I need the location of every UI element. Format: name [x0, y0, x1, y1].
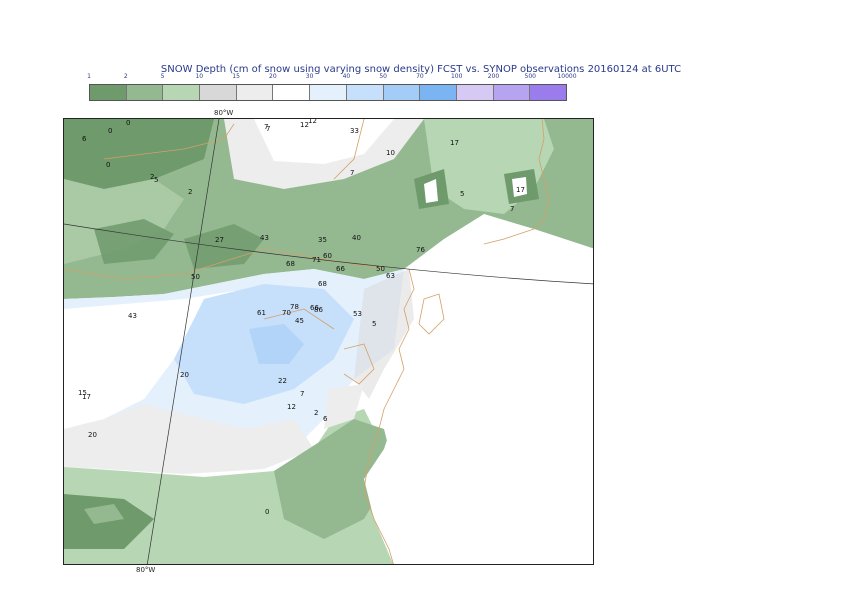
observation-label: 76 — [416, 246, 425, 254]
observation-label: 63 — [386, 272, 395, 280]
observation-label: 86 — [314, 306, 323, 314]
observation-label: 0 — [106, 161, 110, 169]
observation-label: 0 — [126, 119, 130, 127]
observation-label: 12 — [308, 119, 317, 125]
observation-label: 50 — [191, 273, 200, 281]
legend-tick: 2 — [123, 73, 128, 80]
legend-tick: 1 — [87, 73, 91, 80]
observation-label: 7 — [264, 123, 268, 131]
observation-label: 35 — [318, 236, 327, 244]
legend-tick: 20 — [269, 73, 277, 80]
observation-label: 5 — [460, 190, 464, 198]
observation-label: 43 — [128, 312, 137, 320]
legend-swatch — [420, 85, 457, 100]
legend-swatch — [90, 85, 127, 100]
legend-tick: 15 — [232, 73, 240, 80]
legend-swatch — [493, 85, 531, 100]
snow-depth-map: 0 0 6 0 2 5 2 7 7 12 12 33 10 7 17 5 17 7 27 43 35 40 76 50 68 71… — [63, 118, 594, 565]
observation-label: 2 — [150, 173, 154, 181]
observation-label: 66 — [310, 304, 319, 312]
observation-label: 5 — [372, 320, 376, 328]
legend-swatch — [126, 85, 164, 100]
observation-label: 5 — [154, 176, 158, 184]
color-legend — [89, 84, 567, 101]
longitude-label-top: 80°W — [214, 109, 234, 117]
legend-swatch — [163, 85, 201, 100]
longitude-label-bottom: 80°W — [136, 566, 156, 574]
legend-tick: 50 — [379, 73, 387, 80]
observation-label: 15 — [78, 389, 87, 397]
legend-tick-labels: 1 2 5 10 15 20 30 40 50 70 100 200 500 1… — [87, 73, 576, 83]
observation-label: 0 — [108, 127, 112, 135]
observation-label: 6 — [82, 135, 87, 143]
observation-label: 2 — [188, 188, 192, 196]
observation-label: 66 — [336, 265, 345, 273]
legend-tick: 70 — [416, 73, 424, 80]
legend-swatch — [346, 85, 384, 100]
observation-label: 45 — [295, 317, 304, 325]
map-title: SNOW Depth (cm of snow using varying sno… — [160, 64, 682, 75]
observation-label: 60 — [323, 252, 332, 260]
observation-label: 40 — [352, 234, 361, 242]
legend-tick: 200 — [487, 73, 500, 80]
observation-label: 20 — [180, 371, 189, 379]
observation-label: 10 — [386, 149, 395, 157]
snow-depth-fill — [64, 119, 593, 564]
legend-tick: 10000 — [557, 73, 577, 80]
legend-tick: 100 — [450, 73, 463, 80]
observation-label: 78 — [290, 303, 299, 311]
observation-label: 71 — [312, 256, 321, 264]
observation-label: 50 — [376, 265, 385, 273]
coastline — [64, 119, 550, 564]
observation-label: 7 — [350, 169, 354, 177]
legend-swatch — [310, 85, 347, 100]
legend-swatch — [383, 85, 421, 100]
observation-label: 17 — [450, 139, 459, 147]
observation-label: 0 — [265, 508, 269, 516]
observation-label: 7 — [300, 390, 304, 398]
observation-label: 53 — [353, 310, 362, 318]
legend-swatch — [530, 85, 566, 100]
legend-tick: 30 — [305, 73, 314, 80]
legend-tick: 10 — [195, 73, 204, 80]
legend-tick: 40 — [342, 73, 351, 80]
observation-label: 6 — [323, 415, 328, 423]
observation-label: 70 — [282, 309, 291, 317]
legend-tick: 5 — [160, 73, 165, 80]
observation-label: 12 — [287, 403, 296, 411]
observation-label: 20 — [88, 431, 97, 439]
observation-label: 7 — [510, 205, 514, 213]
observation-label: 17 — [82, 393, 91, 401]
graticule — [64, 119, 593, 564]
observation-label: 7 — [266, 125, 270, 133]
observation-label: 12 — [300, 121, 309, 129]
observation-label: 17 — [516, 186, 525, 194]
observation-label: 68 — [318, 280, 327, 288]
observation-label: 68 — [286, 260, 295, 268]
observation-label: 33 — [350, 127, 359, 135]
observation-label: 43 — [260, 234, 269, 242]
observation-label: 61 — [257, 309, 266, 317]
observation-label: 27 — [215, 236, 224, 244]
legend-swatch — [200, 85, 237, 100]
legend-tick: 500 — [524, 73, 536, 80]
legend-swatch — [236, 85, 274, 100]
observation-label: 22 — [278, 377, 287, 385]
observation-label: 2 — [314, 409, 318, 417]
legend-swatch — [273, 85, 311, 100]
legend-swatch — [456, 85, 494, 100]
